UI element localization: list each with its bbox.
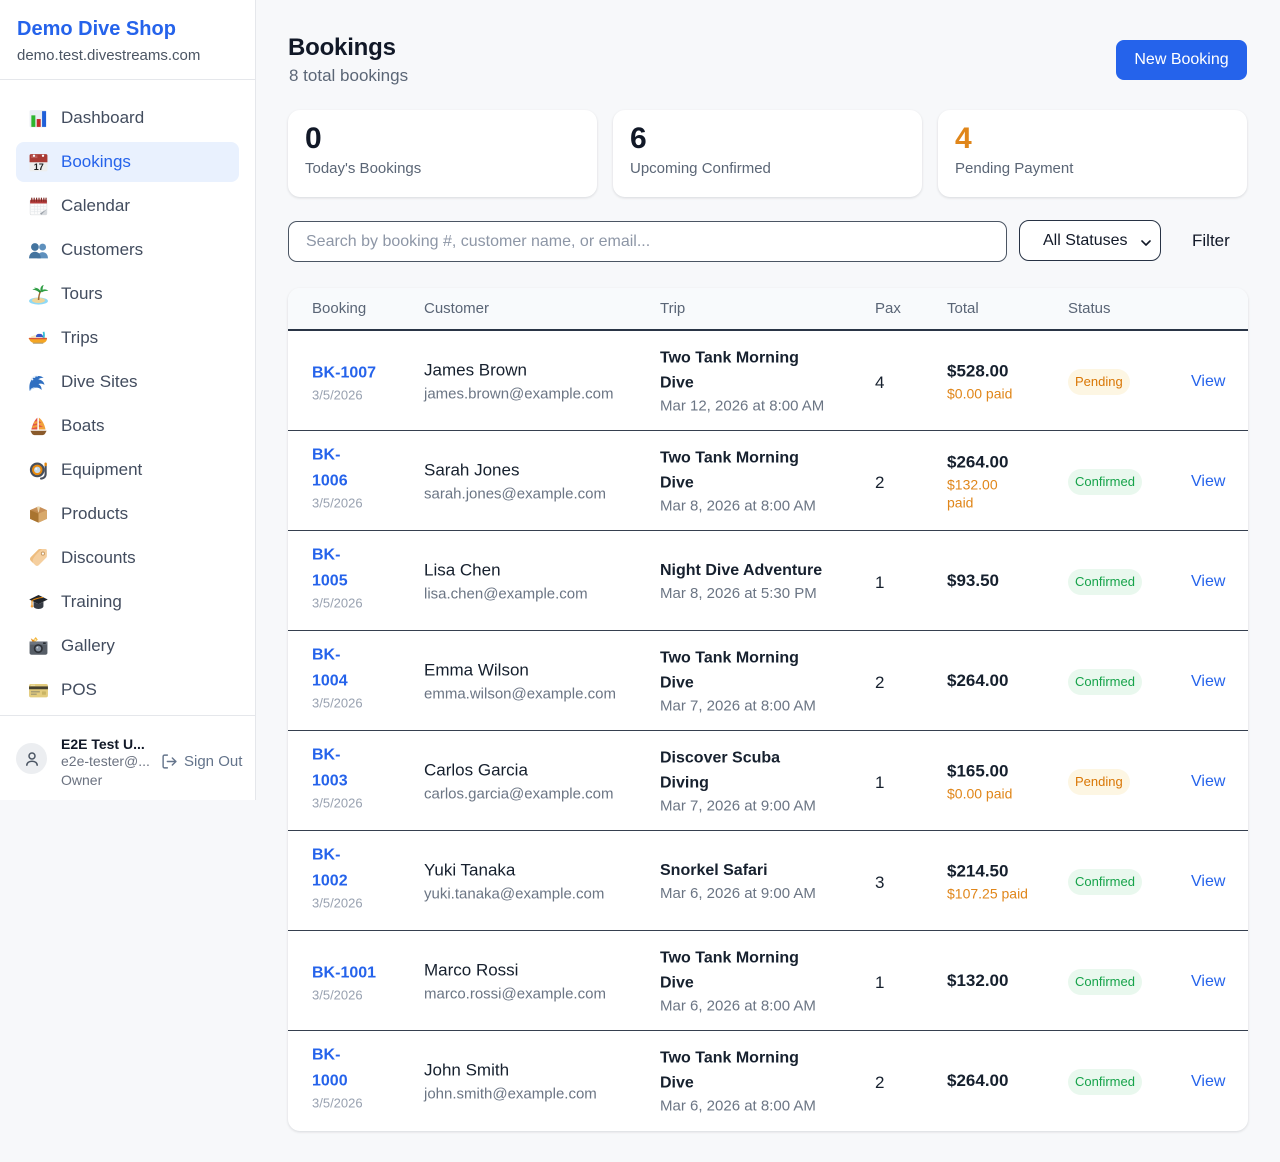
svg-text:17: 17 <box>34 162 44 172</box>
